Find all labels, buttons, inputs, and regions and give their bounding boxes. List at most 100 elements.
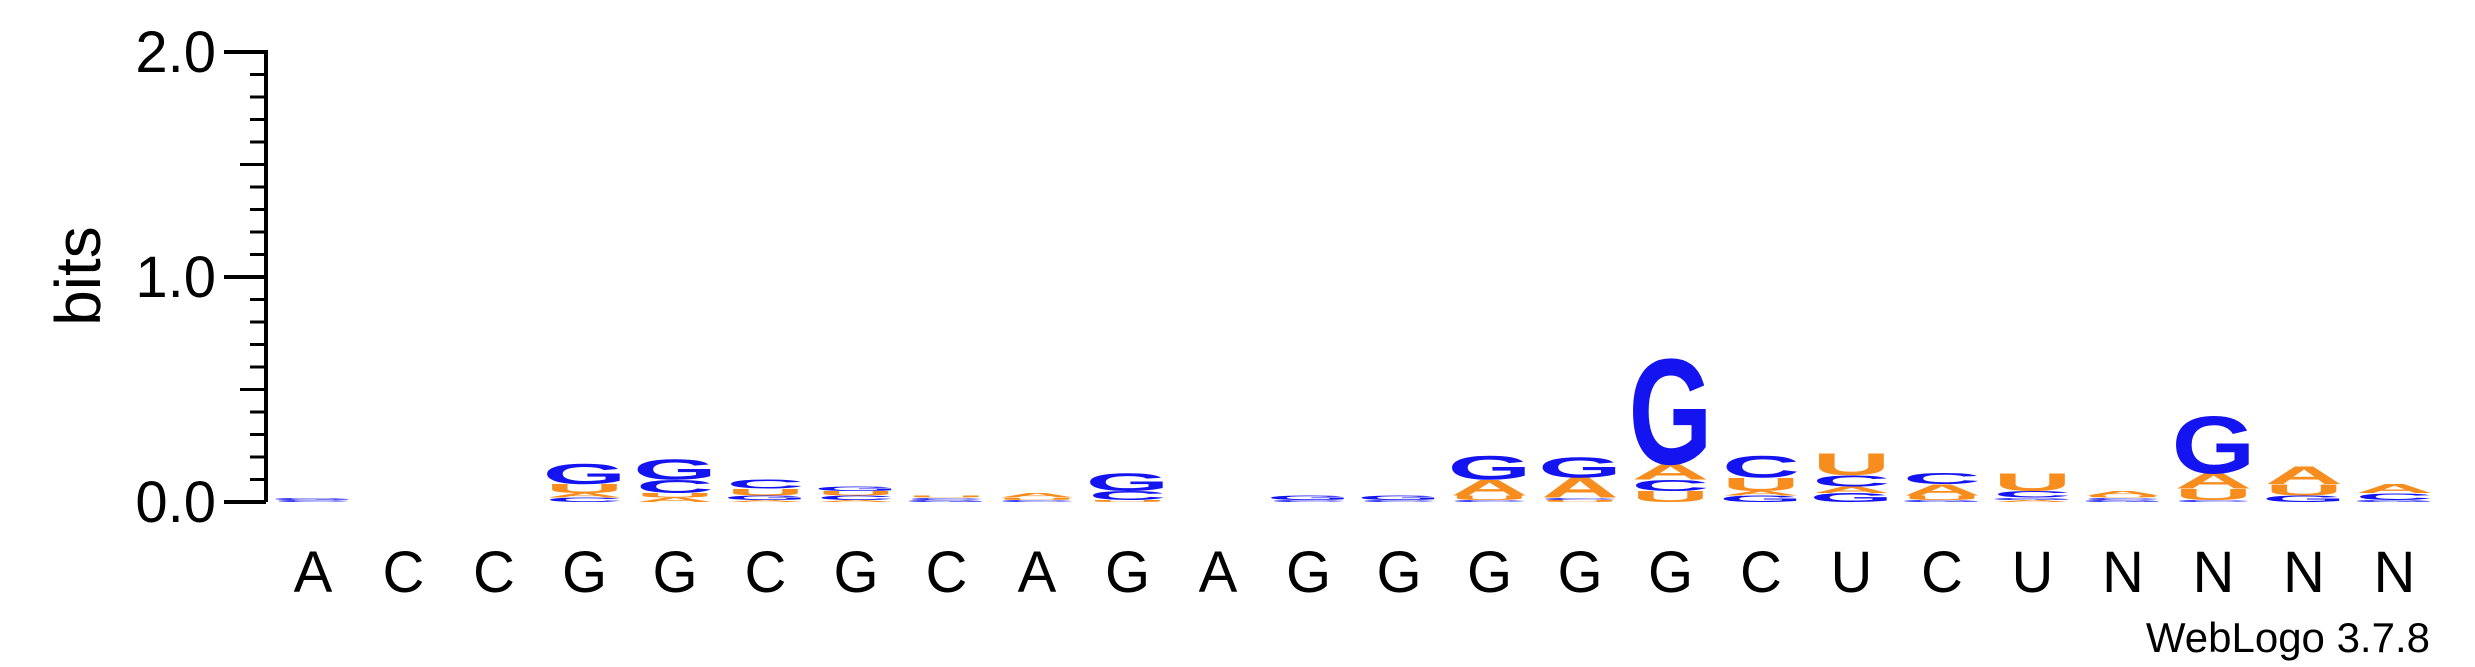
logo-letter-G: G: [724, 494, 808, 501]
logo-letter-C: C: [2084, 497, 2162, 501]
logo-letter-C: C: [1722, 449, 1800, 484]
x-tick-label: G: [1376, 540, 1421, 605]
logo-letter-U: U: [1722, 474, 1800, 495]
x-tick-label: N: [2283, 540, 2325, 605]
logo-letter-G: G: [905, 499, 989, 503]
y-tick-label: 1.0: [135, 245, 216, 310]
logo-letter-C: C: [1632, 477, 1710, 495]
logo-letter-A: A: [1632, 460, 1710, 484]
logo-letter-G: G: [814, 485, 898, 492]
logo-letter-G: G: [1448, 448, 1532, 486]
logo-letter-U: U: [1813, 446, 1891, 481]
logo-letter-A: A: [1451, 476, 1529, 500]
x-tick-label: G: [1557, 540, 1602, 605]
logo-letter-A: A: [1722, 490, 1800, 497]
x-tick-label: G: [1467, 540, 1512, 605]
logo-letter-A: A: [817, 499, 895, 503]
x-tick-label: G: [652, 540, 697, 605]
logo-letter-C: C: [274, 499, 352, 503]
logo-letter-C: C: [908, 497, 986, 501]
logo-letter-C: C: [1270, 499, 1348, 503]
logo-letter-G: G: [271, 497, 355, 501]
logo-letter-C: C: [546, 496, 624, 503]
logo-letter-C: C: [1451, 499, 1529, 503]
x-tick-label: A: [1018, 540, 1057, 605]
x-tick-label: U: [1831, 540, 1873, 605]
logo-letter-G: G: [2353, 499, 2437, 503]
logo-letter-A: A: [1903, 481, 1981, 499]
logo-letter-U: U: [2265, 481, 2343, 499]
logo-letter-G: G: [2081, 499, 2165, 503]
x-tick-label: U: [2012, 540, 2054, 605]
logo-letter-G: G: [543, 458, 627, 490]
x-tick-label: C: [745, 540, 787, 605]
y-tick-label: 0.0: [135, 470, 216, 535]
logo-letter-G: G: [1629, 327, 1713, 496]
logo-letter-U: U: [1994, 468, 2072, 496]
logo-letter-C: C: [2356, 491, 2434, 501]
logo-letter-U: U: [727, 487, 805, 497]
y-axis-ticks: 0.0 1.0 2.0: [135, 20, 266, 535]
logo-letter-U: U: [998, 497, 1076, 501]
logo-letter-C: C: [1089, 489, 1167, 503]
x-tick-label: A: [1199, 540, 1238, 605]
y-tick-label: 2.0: [135, 20, 216, 85]
logo-letter-U: U: [636, 492, 714, 499]
logo-letter-C: C: [1994, 489, 2072, 499]
logo-letter-G: G: [1086, 468, 1170, 496]
x-tick-label: C: [383, 540, 425, 605]
logo-letter-C: C: [1541, 497, 1619, 501]
logo-letter-G: G: [1538, 452, 1622, 484]
logo-letter-C: C: [727, 477, 805, 491]
logo-letter-G: G: [1357, 494, 1441, 501]
logo-letter-C: C: [1360, 499, 1438, 503]
logo-letter-G: G: [1267, 494, 1351, 501]
logo-letter-G: G: [1900, 499, 1984, 503]
logo-letter-A: A: [1994, 499, 2072, 503]
x-tick-label: G: [562, 540, 607, 605]
logo-letter-A: A: [1541, 472, 1619, 504]
logo-letter-U: U: [908, 495, 986, 499]
logo-letter-C: C: [636, 476, 714, 497]
y-axis-label: bits: [42, 226, 114, 326]
logo-letter-G: G: [2262, 494, 2346, 504]
logo-letter-C: C: [998, 499, 1076, 503]
logo-letter-U: U: [1632, 488, 1710, 506]
logo-letter-U: U: [1541, 499, 1619, 503]
logo-letter-C: C: [2175, 499, 2253, 503]
logo-letter-A: A: [727, 499, 805, 503]
logo-letter-C: C: [1903, 470, 1981, 488]
x-tick-label: G: [1648, 540, 1693, 605]
weblogo-credit: WebLogo 3.7.8: [2146, 614, 2430, 661]
logo-letter-G: G: [2172, 399, 2256, 490]
logo-letter-A: A: [2265, 461, 2343, 489]
logo-letter-A: A: [2356, 482, 2434, 496]
logo-letter-A: A: [2175, 469, 2253, 493]
logo-letter-U: U: [1451, 494, 1529, 501]
logo-letter-C: C: [1813, 472, 1891, 490]
x-tick-label: A: [294, 540, 333, 605]
logo-letter-U: U: [817, 490, 895, 497]
x-tick-label: C: [926, 540, 968, 605]
logo-letter-G: G: [1719, 494, 1803, 504]
x-tick-label: G: [833, 540, 878, 605]
x-tick-label: N: [2374, 540, 2416, 605]
logo-letter-A: A: [998, 492, 1076, 499]
logo-letter-G: G: [633, 454, 717, 486]
x-tick-label: N: [2102, 540, 2144, 605]
x-tick-label: C: [473, 540, 515, 605]
logo-letter-U: U: [2084, 495, 2162, 499]
logo-letter-C: C: [817, 494, 895, 501]
x-tick-label: C: [1740, 540, 1782, 605]
logo-letter-A: A: [636, 496, 714, 503]
x-tick-label: G: [1286, 540, 1331, 605]
x-tick-label: C: [1921, 540, 1963, 605]
logo-letter-A: A: [2084, 490, 2162, 497]
x-tick-label: G: [1105, 540, 1150, 605]
y-axis: 0.0 1.0 2.0 bits: [42, 20, 268, 535]
logo-letter-G: G: [1991, 497, 2075, 501]
logo-letter-A: A: [1813, 485, 1891, 495]
